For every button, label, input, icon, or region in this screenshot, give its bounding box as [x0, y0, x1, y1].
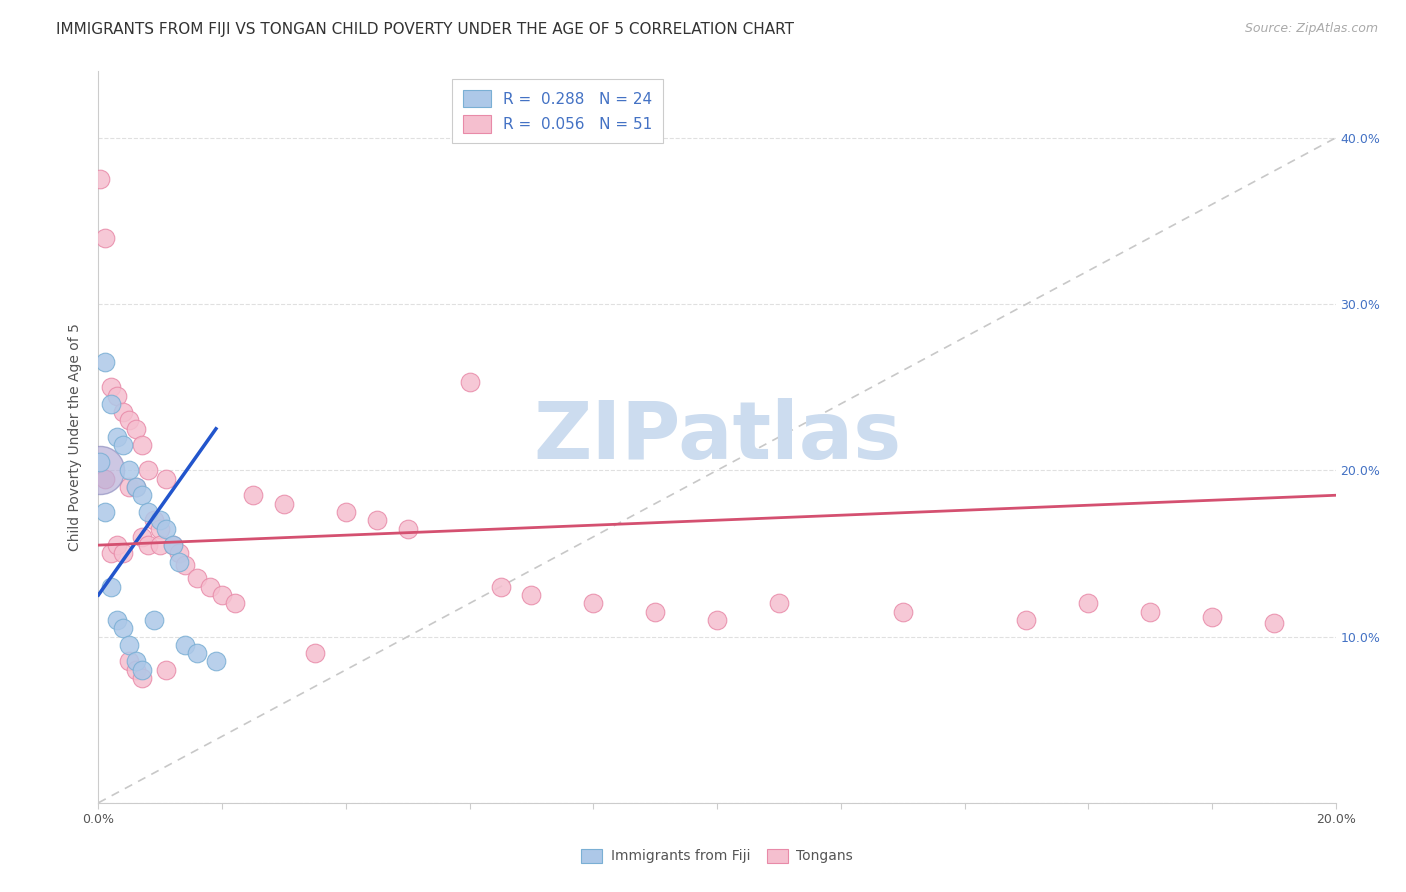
Point [118, 480, 141, 494]
Point [93, 472, 115, 486]
Point [1015, 613, 1038, 627]
Point [205, 655, 228, 669]
Point [118, 638, 141, 652]
Point [211, 588, 233, 602]
Point [149, 538, 172, 552]
Point [186, 571, 208, 585]
Point [105, 538, 128, 552]
Point [304, 646, 326, 660]
Point [131, 530, 153, 544]
Point [1201, 609, 1223, 624]
Point [155, 521, 177, 535]
Text: IMMIGRANTS FROM FIJI VS TONGAN CHILD POVERTY UNDER THE AGE OF 5 CORRELATION CHAR: IMMIGRANTS FROM FIJI VS TONGAN CHILD POV… [56, 22, 794, 37]
Point [143, 513, 166, 527]
Point [89, 455, 111, 469]
Point [273, 497, 295, 511]
Point [149, 521, 172, 535]
Point [224, 596, 246, 610]
Point [112, 438, 135, 452]
Point [768, 596, 790, 610]
Point [89, 172, 111, 186]
Point [124, 663, 146, 677]
Point [458, 375, 481, 389]
Point [93, 230, 115, 244]
Point [93, 505, 115, 519]
Point [124, 480, 146, 494]
Point [100, 397, 122, 411]
Point [489, 580, 512, 594]
Point [124, 655, 146, 669]
Point [131, 663, 153, 677]
Point [112, 546, 135, 560]
Point [131, 438, 153, 452]
Point [136, 505, 159, 519]
Point [118, 655, 141, 669]
Point [100, 546, 122, 560]
Point [167, 546, 190, 560]
Point [149, 513, 172, 527]
Point [155, 663, 177, 677]
Point [100, 580, 122, 594]
Point [118, 413, 141, 427]
Point [366, 513, 388, 527]
Point [644, 605, 666, 619]
Text: ZIPatlas: ZIPatlas [533, 398, 901, 476]
Point [105, 388, 128, 402]
Point [1077, 596, 1099, 610]
Point [124, 422, 146, 436]
Point [118, 463, 141, 477]
Legend: Immigrants from Fiji, Tongans: Immigrants from Fiji, Tongans [576, 843, 858, 869]
Point [131, 488, 153, 502]
Point [162, 538, 184, 552]
Point [155, 472, 177, 486]
Point [174, 558, 197, 573]
Point [112, 405, 135, 419]
Point [93, 355, 115, 369]
Point [112, 621, 135, 635]
Point [396, 521, 419, 535]
Point [186, 646, 208, 660]
Point [89, 463, 111, 477]
Point [131, 671, 153, 685]
Y-axis label: Child Poverty Under the Age of 5: Child Poverty Under the Age of 5 [69, 323, 83, 551]
Point [242, 488, 264, 502]
Point [124, 480, 146, 494]
Point [1263, 616, 1285, 631]
Point [167, 555, 190, 569]
Point [582, 596, 605, 610]
Point [100, 380, 122, 394]
Point [891, 605, 914, 619]
Point [1139, 605, 1161, 619]
Text: Source: ZipAtlas.com: Source: ZipAtlas.com [1244, 22, 1378, 36]
Point [174, 638, 197, 652]
Point [105, 613, 128, 627]
Point [198, 580, 221, 594]
Point [162, 538, 184, 552]
Point [520, 588, 543, 602]
Point [136, 538, 159, 552]
Point [706, 613, 728, 627]
Point [105, 430, 128, 444]
Point [335, 505, 357, 519]
Point [143, 613, 166, 627]
Point [136, 463, 159, 477]
